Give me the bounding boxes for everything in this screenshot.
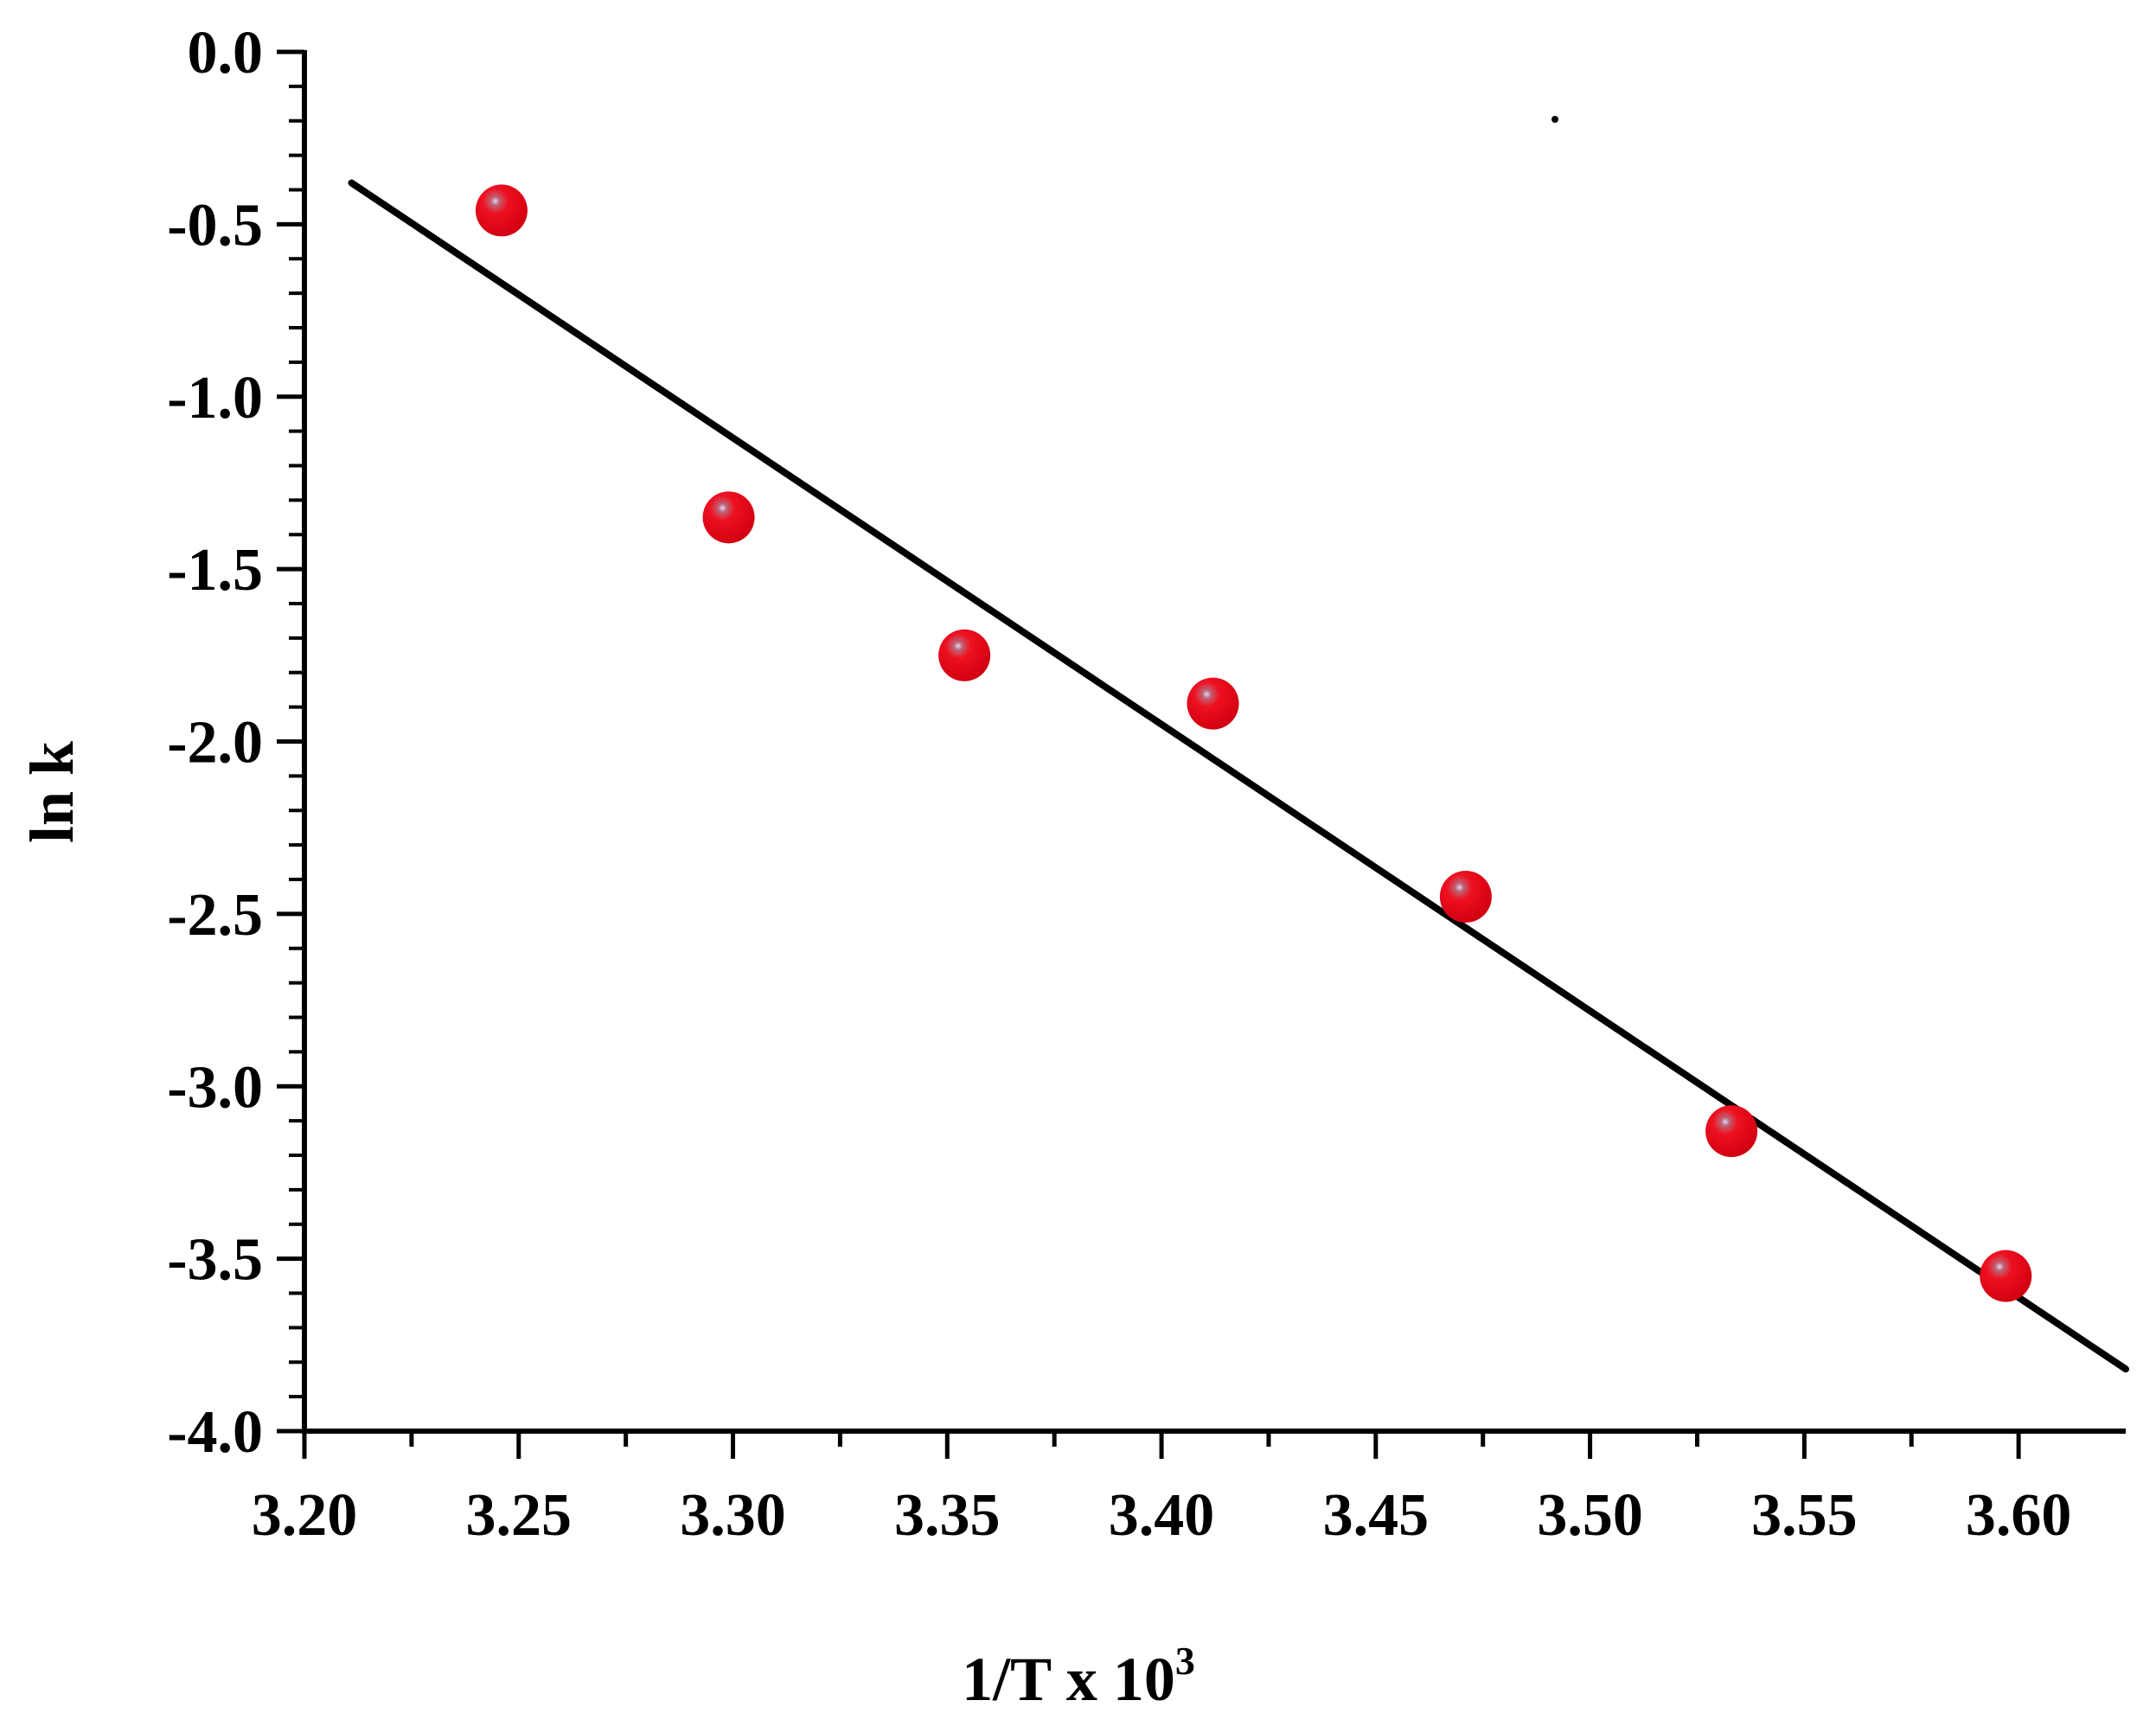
data-point: [475, 184, 528, 237]
x-tick-label: 3.40: [1109, 1482, 1215, 1549]
data-point: [702, 491, 755, 544]
x-tick-label: 3.55: [1751, 1482, 1858, 1549]
x-axis-ticks: 3.20 3.25 3.30 3.35 3.40 3.45 3.50 3.55 3.60: [252, 1431, 2072, 1549]
x-axis-label-superscript: 3: [1175, 1639, 1195, 1683]
y-tick-label: -0.5: [167, 192, 263, 259]
x-tick-label: 3.45: [1323, 1482, 1430, 1549]
data-point: [1980, 1250, 2032, 1302]
axes: [302, 50, 2126, 1434]
x-tick-label: 3.50: [1537, 1482, 1643, 1549]
x-tick-label: 3.20: [252, 1482, 358, 1549]
x-tick-label: 3.25: [466, 1482, 573, 1549]
y-tick-label: -2.5: [167, 882, 263, 949]
x-axis-label: 1/T x 103: [962, 1639, 1195, 1714]
data-point: [938, 629, 991, 681]
y-tick-label: -1.0: [167, 365, 263, 432]
x-tick-label: 3.60: [1966, 1482, 2072, 1549]
x-axis-label-main: 1/T x 10: [962, 1645, 1175, 1714]
data-point: [1187, 677, 1239, 730]
y-tick-label: -3.5: [167, 1227, 263, 1294]
series-layer: [348, 179, 2129, 1373]
y-tick-label: -4.0: [167, 1399, 263, 1466]
y-tick-label: -1.5: [167, 537, 263, 604]
data-point: [1439, 870, 1492, 923]
y-tick-label: -3.0: [167, 1054, 263, 1121]
fit-line: [348, 179, 2129, 1373]
x-tick-label: 3.30: [680, 1482, 786, 1549]
y-tick-label: -2.0: [167, 710, 263, 777]
stray-dot: [1551, 116, 1558, 123]
y-axis-ticks: 0.0 -0.5 -1.0 -1.5 -2.0 -2.5 -3.0 -3.5 -4.0: [167, 20, 304, 1466]
y-tick-label: 0.0: [188, 20, 264, 86]
data-point: [1705, 1105, 1758, 1158]
x-tick-label: 3.35: [894, 1482, 1001, 1549]
y-axis-label: ln k: [17, 741, 86, 843]
